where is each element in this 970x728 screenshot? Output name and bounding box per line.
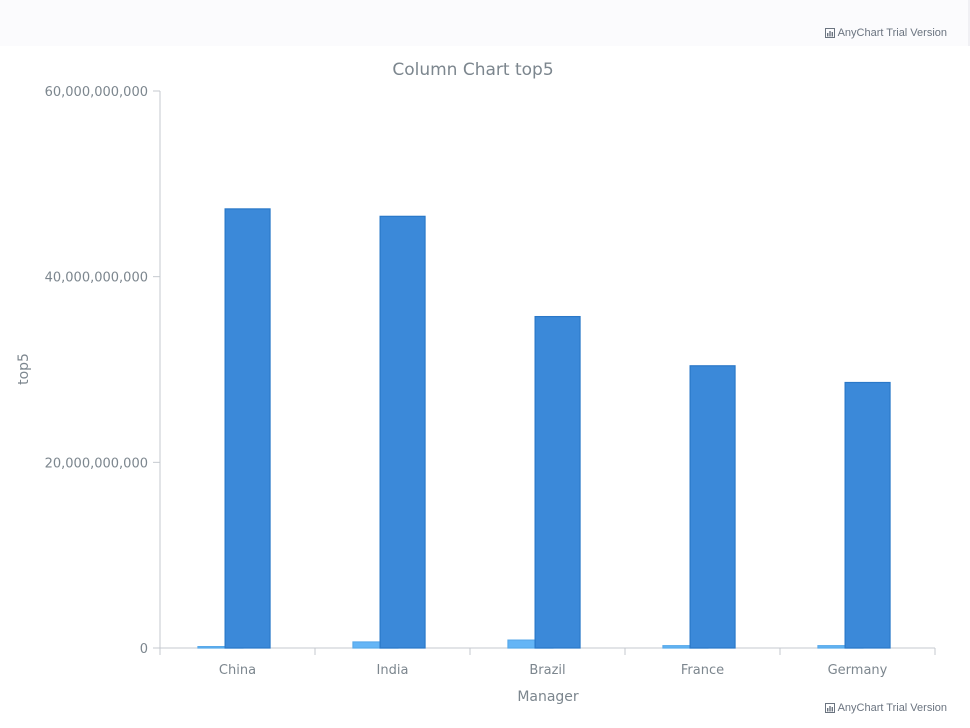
chart-logo-icon: [824, 703, 835, 713]
credit-bottom[interactable]: AnyChart Trial Version: [824, 702, 947, 714]
y-tick-label: 40,000,000,000: [45, 271, 148, 286]
y-tick-label: 0: [140, 642, 148, 657]
chart-logo-icon: [824, 28, 835, 38]
x-tick-label: China: [219, 663, 256, 678]
credit-text: AnyChart Trial Version: [837, 702, 947, 714]
x-tick-label: Germany: [828, 663, 888, 678]
y-axis-title: top5: [16, 353, 32, 385]
credit-text: AnyChart Trial Version: [837, 27, 947, 39]
plot-area: 0 20,000,000,000 40,000,000,000 60,000,000,…: [45, 85, 936, 678]
top-band: [0, 0, 970, 46]
bar-dark-india[interactable]: [379, 215, 426, 649]
bar-dark-china[interactable]: [224, 208, 271, 649]
x-tick-label: Brazil: [529, 663, 565, 678]
credit-top[interactable]: AnyChart Trial Version: [824, 27, 947, 39]
bar-dark-brazil[interactable]: [534, 315, 581, 649]
x-tick-label: France: [681, 663, 724, 678]
bar-dark-france[interactable]: [689, 365, 736, 649]
y-tick-label: 20,000,000,000: [45, 456, 148, 471]
x-tick-label: India: [377, 663, 409, 678]
y-tick-label: 60,000,000,000: [45, 85, 148, 100]
bar-dark-germany[interactable]: [844, 381, 891, 649]
x-axis-title: Manager: [517, 689, 579, 705]
chart-title: Column Chart top5: [392, 60, 553, 80]
